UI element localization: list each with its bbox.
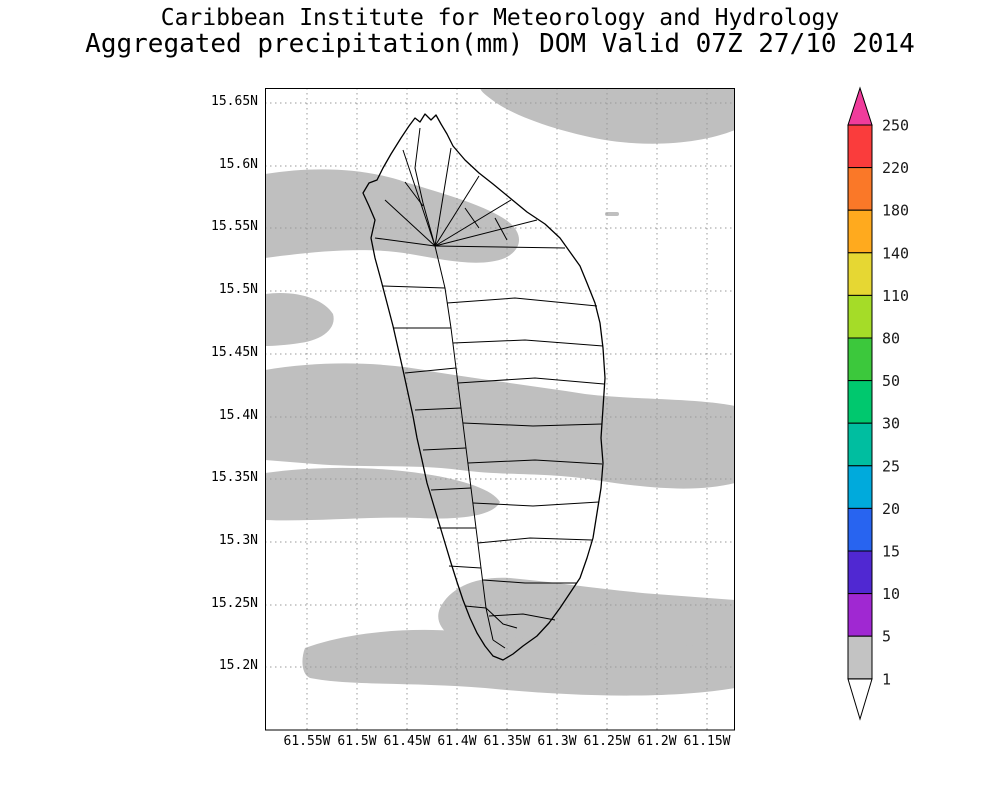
lon-label: 61.55W (283, 734, 331, 749)
colorbar-segment (847, 593, 873, 637)
colorbar-segment (847, 550, 873, 595)
lon-label: 61.35W (483, 734, 531, 749)
colorbar-label: 50 (882, 372, 900, 390)
shade-blob (265, 292, 334, 346)
lon-label: 61.2W (637, 734, 677, 749)
colorbar-top-arrow (847, 86, 873, 126)
colorbar-segment (847, 209, 873, 254)
colorbar-label: 250 (882, 117, 909, 135)
colorbar-segment (847, 380, 873, 424)
shade-mark (605, 212, 619, 216)
lat-label: 15.2N (218, 658, 258, 673)
lat-label: 15.55N (211, 219, 258, 234)
colorbar-segment (847, 124, 873, 169)
colorbar-segment (847, 507, 873, 552)
colorbar-label: 10 (882, 585, 900, 603)
colorbar-label: 25 (882, 457, 900, 475)
colorbar: 250 220 180 140 110 80 50 30 25 20 15 10… (847, 86, 909, 721)
colorbar-segment (847, 422, 873, 467)
colorbar-label: 1 (882, 670, 891, 688)
watershed-lines (374, 127, 605, 649)
plot-title: Aggregated precipitation(mm) DOM Valid 0… (85, 29, 915, 59)
colorbar-segment (847, 635, 873, 680)
precipitation-map (265, 88, 735, 731)
lon-label: 61.5W (337, 734, 377, 749)
lon-label: 61.4W (437, 734, 477, 749)
lat-label: 15.6N (218, 157, 258, 172)
colorbar-label: 30 (882, 415, 900, 433)
shade-blob (265, 467, 500, 521)
lat-label: 15.5N (218, 282, 258, 297)
institute-title: Caribbean Institute for Meteorology and … (160, 5, 840, 31)
shade-blob (265, 363, 735, 489)
lon-label: 61.25W (583, 734, 631, 749)
lat-label: 15.35N (211, 470, 258, 485)
colorbar-label: 180 (882, 202, 909, 220)
lon-label: 61.15W (683, 734, 731, 749)
colorbar-segment (847, 167, 873, 211)
colorbar-segment (847, 337, 873, 382)
colorbar-label: 20 (882, 500, 900, 518)
colorbar-segment (847, 294, 873, 339)
lat-label: 15.45N (211, 345, 258, 360)
colorbar-label: 140 (882, 244, 909, 262)
lat-label: 15.4N (218, 408, 258, 423)
lon-label: 61.45W (383, 734, 431, 749)
colorbar-segment (847, 465, 873, 509)
lat-label: 15.25N (211, 596, 258, 611)
shade-blob (480, 88, 735, 144)
lat-label: 15.65N (211, 94, 258, 109)
map-frame (265, 88, 735, 731)
colorbar-segment (847, 252, 873, 296)
colorbar-label: 80 (882, 330, 900, 348)
colorbar-label: 110 (882, 287, 909, 305)
shade-blob (302, 629, 735, 696)
lat-label: 15.3N (218, 533, 258, 548)
shade-blob (265, 169, 520, 263)
colorbar-bottom-arrow (847, 678, 873, 721)
colorbar-label: 5 (882, 628, 891, 646)
precip-shading (265, 88, 735, 696)
lon-label: 61.3W (537, 734, 577, 749)
island-outline (362, 113, 606, 661)
colorbar-label: 220 (882, 159, 909, 177)
colorbar-label: 15 (882, 543, 900, 561)
